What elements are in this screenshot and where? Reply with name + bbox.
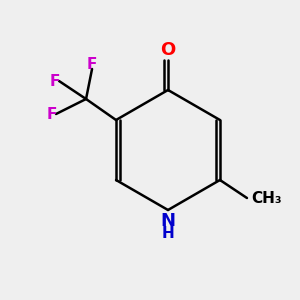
Text: O: O <box>160 40 175 58</box>
Text: N: N <box>160 212 175 230</box>
Text: F: F <box>50 74 60 88</box>
Text: CH₃: CH₃ <box>251 190 282 206</box>
Text: F: F <box>46 106 57 122</box>
Text: H: H <box>162 226 174 242</box>
Text: F: F <box>87 57 97 72</box>
